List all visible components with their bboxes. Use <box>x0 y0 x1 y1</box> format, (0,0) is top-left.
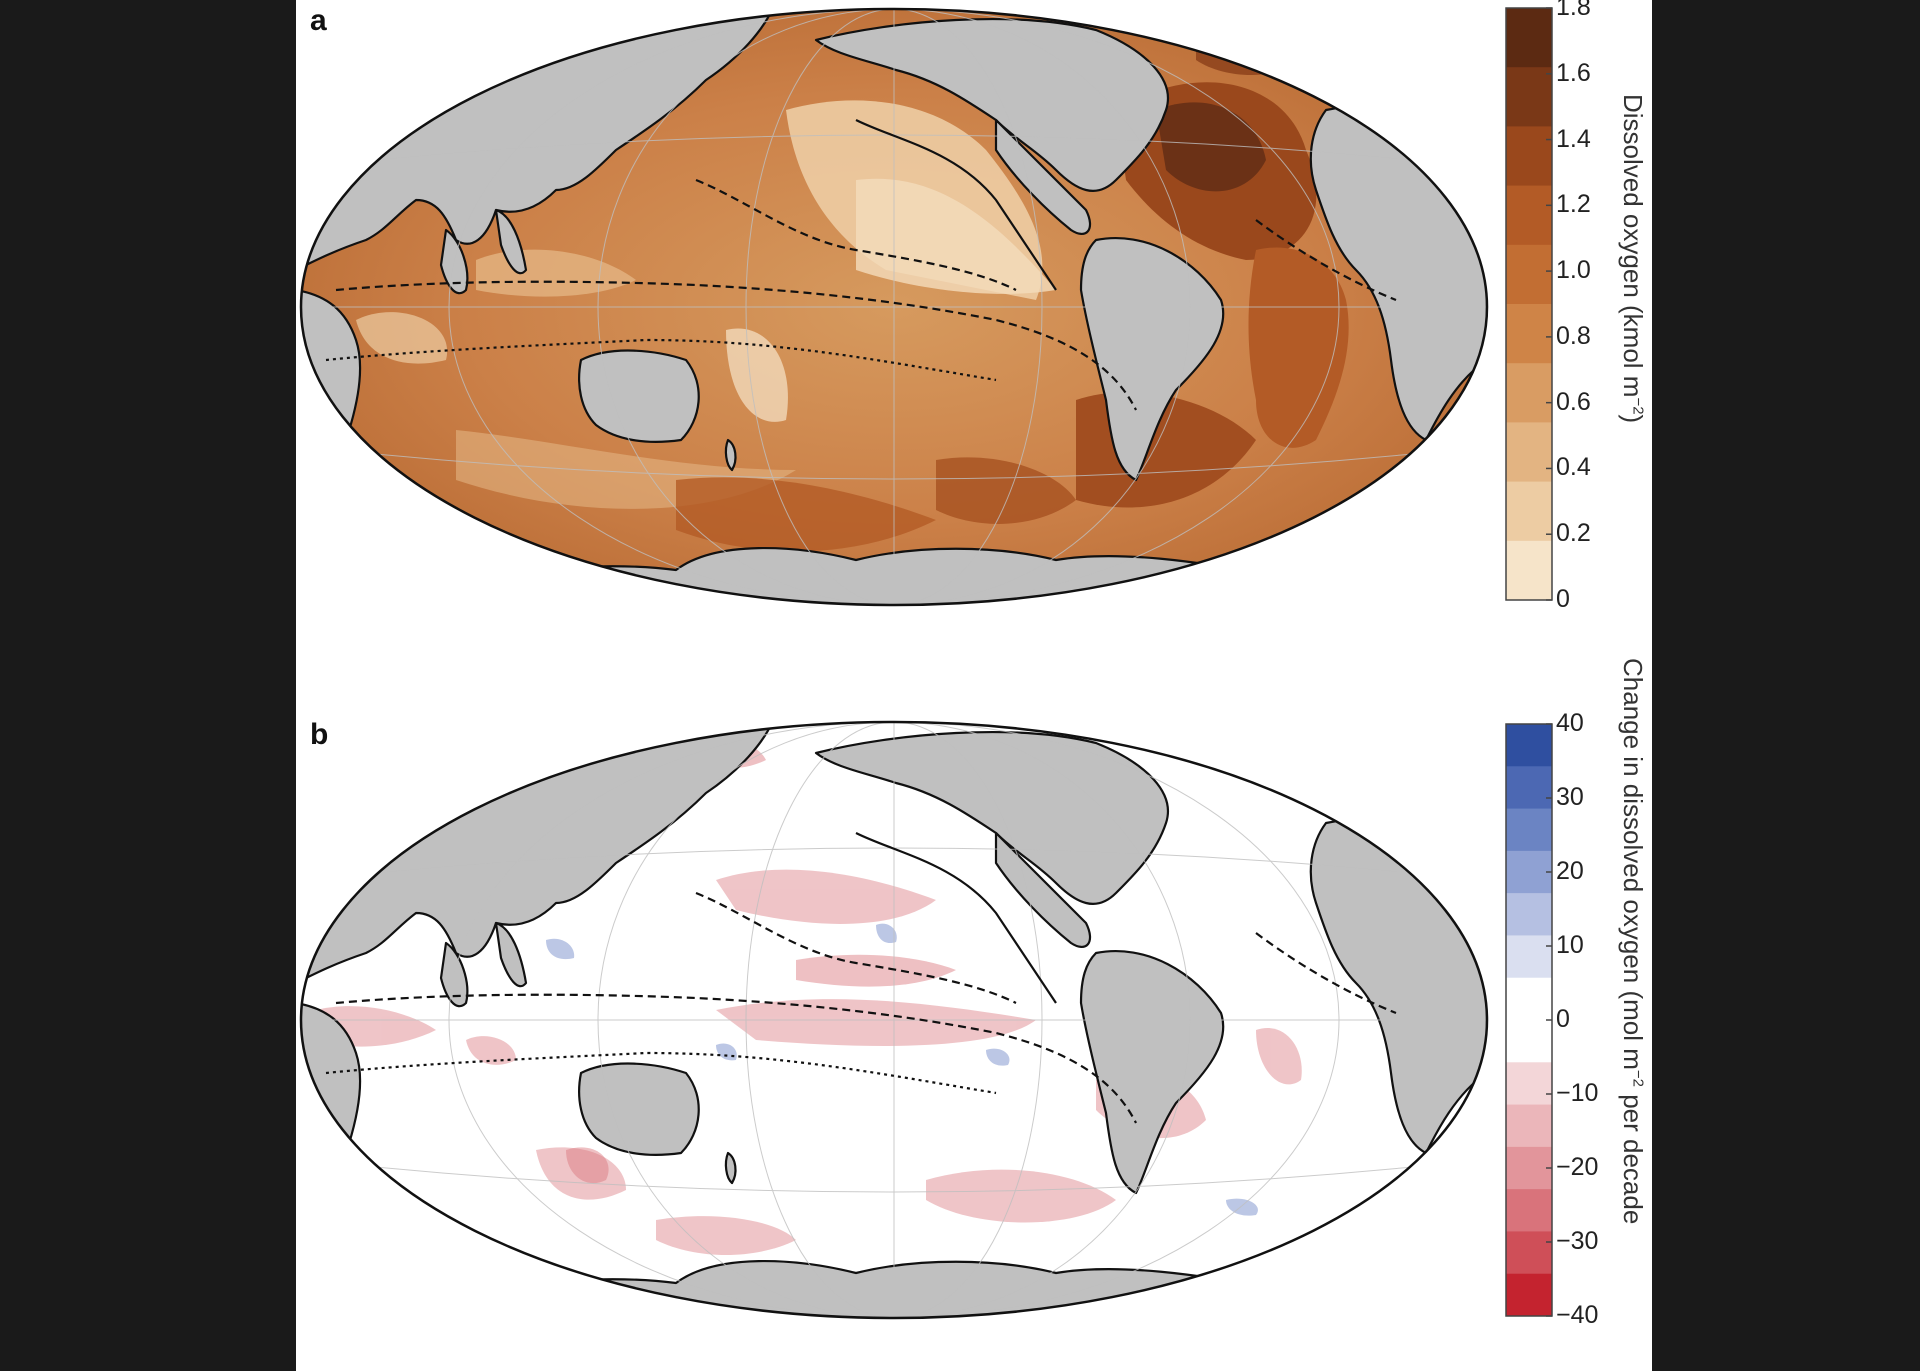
colorbar-tick-label: 0.2 <box>1556 519 1591 548</box>
colorbar-swatch <box>1506 935 1552 979</box>
colorbar-swatch <box>1506 850 1552 894</box>
colorbar-tick-label: 0.6 <box>1556 387 1591 416</box>
panel-b-label: b <box>310 718 329 751</box>
colorbar-tick-label: 40 <box>1556 709 1584 737</box>
colorbar-tick-label: 1.8 <box>1556 0 1591 21</box>
colorbar-swatch <box>1506 304 1552 364</box>
colorbar-tick-label: 10 <box>1556 931 1584 959</box>
colorbar-tick-label: 20 <box>1556 857 1584 885</box>
colorbar-swatch <box>1506 244 1552 305</box>
colorbar-swatch <box>1506 126 1552 187</box>
colorbar-swatch <box>1506 185 1552 246</box>
colorbar-tick-label: 0.4 <box>1556 453 1591 482</box>
colorbar-tick-label: 0 <box>1556 585 1570 613</box>
colorbar-swatch <box>1506 977 1552 1021</box>
colorbar-tick-label: 1.6 <box>1556 58 1591 87</box>
map-a-outline <box>299 7 1489 607</box>
colorbar-swatch <box>1506 893 1552 936</box>
colorbar-swatch <box>1506 808 1552 852</box>
colorbar-swatch <box>1506 1020 1552 1063</box>
map-b-outline <box>299 720 1489 1320</box>
colorbar-swatch <box>1506 363 1552 423</box>
colorbar-swatch <box>1506 481 1552 542</box>
colorbar-a <box>1505 7 1553 601</box>
colorbar-a-title: Dissolved oxygen (kmol m−2) <box>1618 94 1648 424</box>
panel-a-label: a <box>310 4 327 37</box>
colorbar-swatch <box>1506 67 1552 127</box>
colorbar-b <box>1505 723 1553 1317</box>
colorbar-swatch <box>1506 1104 1552 1148</box>
colorbar-swatch <box>1506 1062 1552 1106</box>
colorbar-swatch <box>1506 422 1552 483</box>
colorbar-swatch <box>1506 1273 1552 1317</box>
colorbar-tick-label: −40 <box>1556 1301 1599 1329</box>
colorbar-tick-label: −30 <box>1556 1227 1599 1255</box>
colorbar-tick-label: 1.2 <box>1556 190 1591 219</box>
colorbar-swatch <box>1506 724 1552 767</box>
colorbar-swatch <box>1506 8 1552 68</box>
colorbar-tick-label: 0.8 <box>1556 321 1591 350</box>
colorbar-frame <box>1505 7 1553 601</box>
colorbar-b-title: Change in dissolved oxygen (mol m−2 per … <box>1618 658 1648 1225</box>
world-maps <box>299 7 1489 1320</box>
colorbar-swatch <box>1506 540 1552 601</box>
colorbar-swatch <box>1506 766 1552 810</box>
colorbar-tick-label: 1.0 <box>1556 256 1591 285</box>
colorbar-tick-label: 0 <box>1556 1005 1570 1033</box>
colorbar-tick-label: −20 <box>1556 1153 1599 1181</box>
figure: a <box>296 0 1652 1371</box>
colorbar-swatch <box>1506 1189 1552 1232</box>
colorbars <box>1505 7 1553 1317</box>
colorbar-tick-label: 30 <box>1556 783 1584 811</box>
colorbar-swatch <box>1506 1231 1552 1275</box>
colorbar-tick-label: 1.4 <box>1556 124 1591 153</box>
colorbar-tick-label: −10 <box>1556 1079 1599 1107</box>
colorbar-swatch <box>1506 1146 1552 1190</box>
